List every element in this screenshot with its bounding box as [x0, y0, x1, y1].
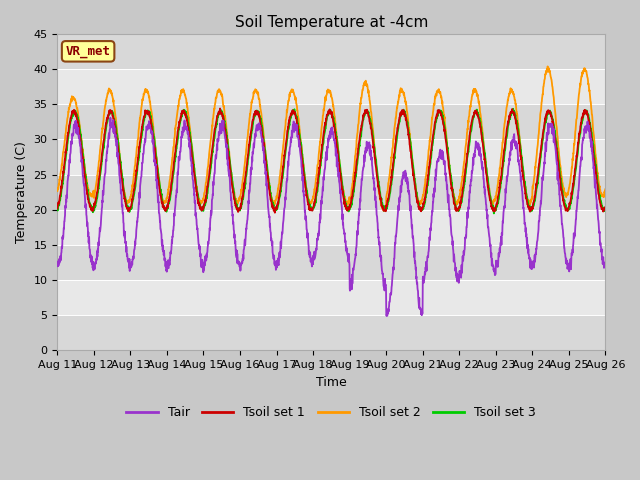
Tsoil set 3	[347, 203, 355, 208]
Bar	[58, 34, 605, 69]
Tsoil set 2	[206, 142, 214, 148]
Tsoil set 2	[380, 208, 388, 214]
Line: Tsoil set 3: Tsoil set 3	[58, 109, 605, 214]
Tair	[54, 262, 61, 267]
Tair	[491, 272, 499, 278]
Tsoil set 3	[569, 191, 577, 196]
Tsoil set 3	[359, 118, 367, 123]
Tsoil set 3	[54, 205, 61, 211]
Tsoil set 1	[216, 106, 224, 111]
Tsoil set 2	[602, 186, 609, 192]
Bar	[58, 280, 605, 315]
Bar	[58, 175, 605, 210]
Bar	[58, 315, 605, 350]
Tsoil set 2	[544, 63, 552, 69]
Tsoil set 1	[348, 194, 355, 200]
Tair	[602, 262, 609, 267]
Tsoil set 3	[206, 170, 214, 176]
Tair	[383, 313, 390, 319]
Tair	[348, 278, 355, 284]
Tsoil set 3	[491, 208, 499, 214]
Tsoil set 1	[569, 185, 577, 191]
Legend: Tair, Tsoil set 1, Tsoil set 2, Tsoil set 3: Tair, Tsoil set 1, Tsoil set 2, Tsoil se…	[122, 401, 541, 424]
Tair	[207, 215, 214, 221]
Tsoil set 1	[491, 206, 499, 212]
Tair	[359, 165, 367, 171]
Tsoil set 3	[509, 106, 517, 112]
Bar	[58, 69, 605, 104]
Tair	[107, 115, 115, 120]
Bar	[58, 245, 605, 280]
Tair	[554, 164, 561, 170]
Tsoil set 1	[271, 210, 278, 216]
X-axis label: Time: Time	[316, 376, 347, 389]
Text: VR_met: VR_met	[66, 45, 111, 58]
Tsoil set 3	[602, 207, 609, 213]
Title: Soil Temperature at -4cm: Soil Temperature at -4cm	[235, 15, 428, 30]
Bar	[58, 104, 605, 139]
Bar	[58, 139, 605, 175]
Line: Tsoil set 2: Tsoil set 2	[58, 66, 605, 211]
Tair	[569, 246, 577, 252]
Tsoil set 2	[569, 156, 577, 162]
Tsoil set 2	[491, 198, 499, 204]
Tsoil set 1	[206, 162, 214, 168]
Tsoil set 2	[554, 132, 561, 138]
Tsoil set 1	[554, 154, 561, 160]
Bar	[58, 210, 605, 245]
Tsoil set 3	[554, 149, 561, 155]
Tsoil set 1	[54, 205, 61, 211]
Line: Tsoil set 1: Tsoil set 1	[58, 108, 605, 213]
Tsoil set 2	[359, 86, 367, 92]
Tsoil set 2	[54, 188, 61, 194]
Y-axis label: Temperature (C): Temperature (C)	[15, 141, 28, 243]
Line: Tair: Tair	[58, 118, 605, 316]
Tsoil set 1	[602, 205, 609, 211]
Tsoil set 3	[490, 211, 498, 216]
Tsoil set 1	[360, 114, 367, 120]
Tsoil set 2	[347, 193, 355, 199]
